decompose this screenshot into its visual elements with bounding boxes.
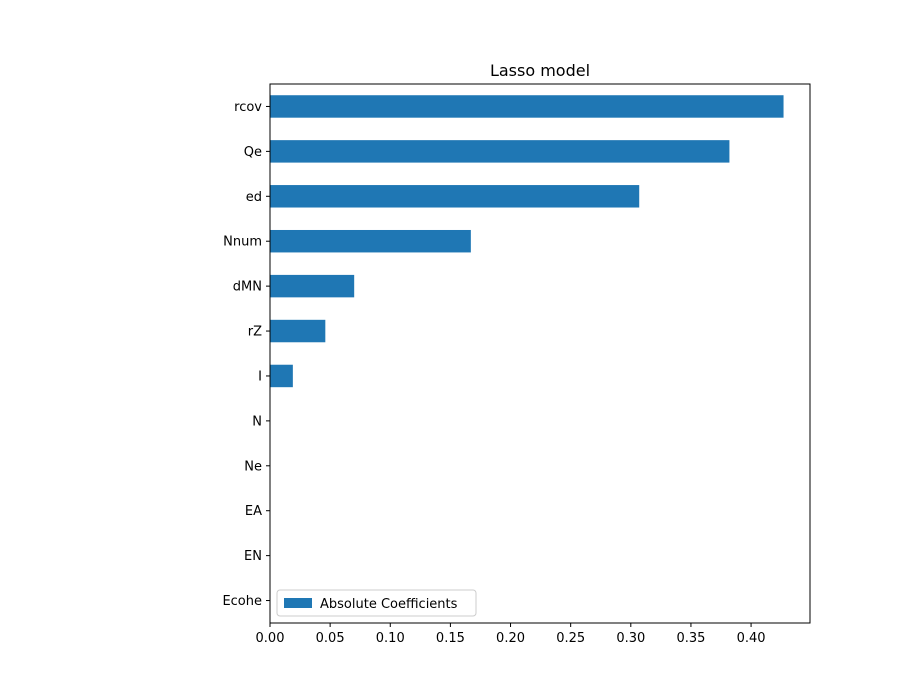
axes-layer: rcov Qe ed Nnum dMN rZ I N Ne EA EN Ecohe 0.00 0.05 0.… [222, 100, 765, 646]
y-tick-label: N [252, 414, 262, 429]
y-tick-label: rZ [248, 325, 262, 340]
y-tick-label: EA [245, 504, 262, 519]
x-tick-label: 0.40 [737, 631, 766, 646]
bar-rcov [270, 95, 784, 118]
chart-title: Lasso model [490, 61, 590, 80]
x-tick-label: 0.25 [556, 631, 585, 646]
plot-frame [269, 83, 811, 624]
bar-nnum [270, 229, 471, 253]
bars-layer [270, 95, 784, 388]
y-tick-label: Qe [244, 145, 262, 160]
legend-frame [276, 589, 477, 617]
x-tick-label: 0.15 [436, 631, 465, 646]
y-tick-label: Ne [244, 459, 262, 474]
x-tick-label: 0.05 [316, 631, 345, 646]
x-tick-label: 0.20 [496, 631, 525, 646]
bar-rz [270, 319, 326, 343]
y-tick-label: rcov [234, 100, 262, 115]
bar-i [270, 364, 293, 388]
legend: Absolute Coefficients [276, 589, 477, 617]
bar-qe [270, 140, 730, 163]
y-tick-label: EN [244, 549, 262, 564]
y-tick-label: I [258, 369, 262, 384]
bar-ed [270, 185, 640, 208]
y-tick-label: dMN [233, 280, 262, 295]
legend-label: Absolute Coefficients [320, 597, 458, 612]
bar-dmn [270, 274, 355, 298]
x-tick-label: 0.10 [376, 631, 405, 646]
y-tick-label: ed [246, 190, 262, 205]
y-tick-label: Nnum [223, 235, 262, 250]
x-tick-label: 0.00 [256, 631, 285, 646]
y-tick-label: Ecohe [222, 594, 262, 609]
x-tick-label: 0.35 [676, 631, 705, 646]
x-tick-label: 0.30 [616, 631, 645, 646]
legend-swatch [284, 598, 312, 608]
